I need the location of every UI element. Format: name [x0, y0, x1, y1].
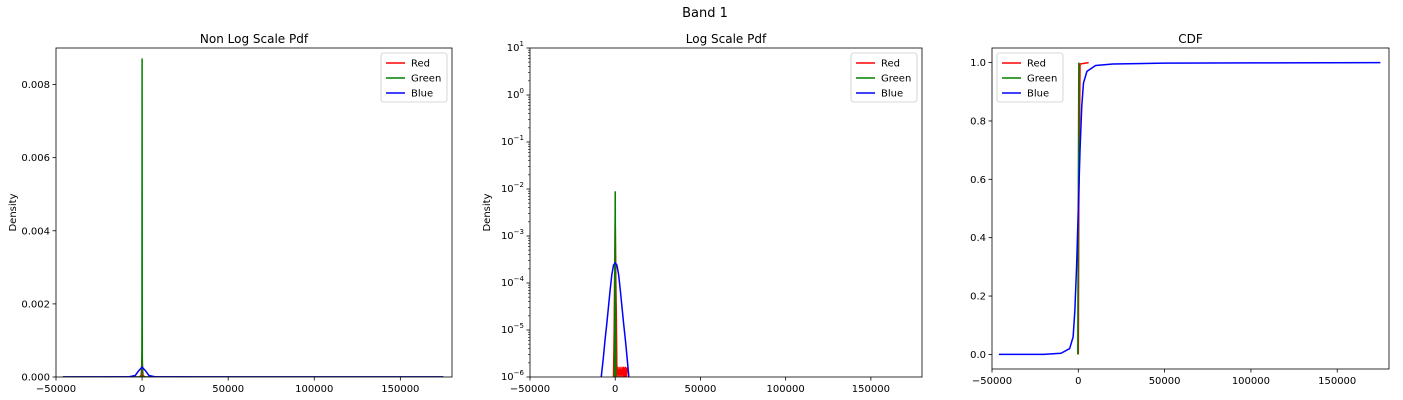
legend-label-blue: Blue	[1027, 89, 1049, 100]
legend: Red Green Blue	[996, 52, 1064, 103]
legend-box	[850, 52, 918, 103]
series-line-green	[613, 191, 617, 377]
legend-label-green: Green	[1027, 74, 1057, 85]
series-group	[62, 58, 444, 377]
x-tick-label: 50000	[685, 384, 717, 395]
chart-panel-1: −50000 0 50000 100000 150000 0.000 0.002 0.004 0…	[8, 32, 453, 395]
y-tick-label: 1.0	[970, 58, 986, 69]
chart-panel-3: −50000 0 50000 100000 150000 0.0 0.2 0.4 0.6 0.8 1…	[970, 32, 1390, 387]
y-tick-label: 0.4	[970, 233, 986, 244]
legend-label-green: Green	[411, 74, 441, 85]
x-tick-label: 50000	[1149, 376, 1181, 387]
series-line-blue	[600, 261, 630, 377]
x-tick-label: −50000	[972, 376, 1012, 387]
legend-box	[380, 52, 448, 103]
legend-label-red: Red	[1027, 59, 1046, 70]
y-tick-label: 0.2	[970, 292, 986, 303]
plot-frame	[55, 47, 453, 378]
series-line-blue	[62, 366, 444, 377]
x-tick-label: 0	[1075, 376, 1081, 387]
y-tick-label: 0.002	[21, 299, 50, 310]
y-tick-label: 0.8	[970, 116, 986, 127]
series-line-blue	[998, 61, 1381, 356]
y-tick-label: 10−2	[501, 181, 524, 195]
series-group	[998, 61, 1381, 356]
x-tick-label: 100000	[1232, 376, 1270, 387]
chart-panel-2: −50000 0 50000 100000 150000 10−6 10−5 10−4 10−3…	[482, 32, 923, 395]
legend-label-green: Green	[881, 74, 911, 85]
series-line-red	[1077, 61, 1089, 355]
legend-box	[996, 52, 1064, 103]
legend-label-red: Red	[881, 59, 900, 70]
x-tick-label: 150000	[1318, 376, 1356, 387]
legend: Red Green Blue	[850, 52, 918, 103]
y-tick-label: 10−3	[501, 228, 524, 242]
x-tick-label: 150000	[381, 384, 419, 395]
x-tick-label: 100000	[767, 384, 805, 395]
x-tick-label: 50000	[212, 384, 244, 395]
y-axis-label: Density	[8, 193, 19, 231]
series-line-green	[62, 58, 444, 377]
y-tick-label: 0.004	[21, 226, 50, 237]
y-tick-label: 0.6	[970, 175, 986, 186]
plot-frame	[529, 47, 923, 378]
x-tick-label: 0	[139, 384, 145, 395]
y-tick-label: 0.0	[970, 350, 986, 361]
x-tick-label: −50000	[36, 384, 76, 395]
legend-label-blue: Blue	[881, 89, 903, 100]
chart-title: Non Log Scale Pdf	[200, 32, 309, 46]
chart-title: CDF	[1178, 32, 1203, 46]
x-tick-label: 0	[612, 384, 618, 395]
series-group	[600, 191, 630, 377]
x-tick-label: 100000	[295, 384, 333, 395]
series-line-red	[62, 354, 444, 377]
plot-frame	[991, 47, 1390, 370]
figure-suptitle: Band 1	[682, 6, 728, 21]
y-tick-label: 10−4	[501, 275, 525, 289]
y-tick-label: 10−1	[501, 134, 524, 148]
legend-label-blue: Blue	[411, 89, 433, 100]
y-tick-label: 10−5	[501, 322, 524, 336]
y-axis-label: Density	[482, 193, 493, 231]
y-tick-label: 0.008	[21, 80, 50, 91]
legend: Red Green Blue	[380, 52, 448, 103]
y-tick-label: 100	[507, 87, 524, 101]
x-tick-label: −50000	[510, 384, 550, 395]
y-tick-label: 101	[507, 40, 524, 54]
x-tick-label: 150000	[852, 384, 890, 395]
y-tick-label: 0.000	[21, 373, 50, 384]
y-tick-label: 10−6	[501, 369, 525, 383]
chart-title: Log Scale Pdf	[686, 32, 767, 46]
y-tick-label: 0.006	[21, 153, 50, 164]
legend-label-red: Red	[411, 59, 430, 70]
